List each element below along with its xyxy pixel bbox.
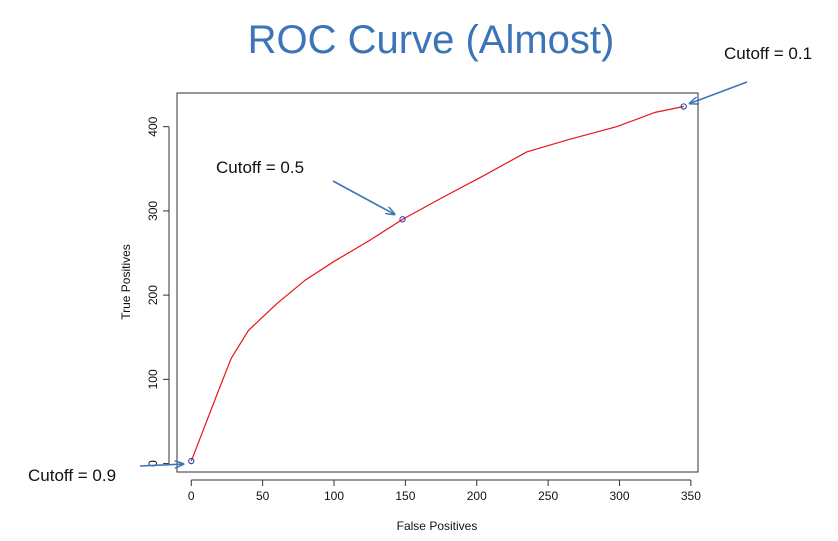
y-tick-label: 0 — [146, 460, 160, 467]
annotation-arrow-cutoff-0-9 — [139, 464, 183, 466]
x-tick-label: 50 — [256, 489, 270, 503]
x-tick-label: 100 — [324, 489, 344, 503]
annotations: Cutoff = 0.9 Cutoff = 0.5 Cutoff = 0.1 — [28, 44, 812, 485]
y-tick-label: 400 — [146, 116, 160, 136]
x-axis-label: False Positives — [397, 519, 478, 533]
annotation-cutoff-0-5: Cutoff = 0.5 — [216, 158, 304, 177]
x-tick-label: 250 — [538, 489, 558, 503]
y-tick-label: 100 — [146, 369, 160, 389]
annotation-cutoff-0-9: Cutoff = 0.9 — [28, 466, 116, 485]
cutoff-marker — [188, 457, 195, 465]
cutoff-markers — [188, 103, 687, 465]
plot-frame — [176, 92, 699, 473]
roc-series-line — [190, 105, 684, 462]
chart-title: ROC Curve (Almost) — [248, 18, 615, 62]
y-tick-label: 300 — [146, 201, 160, 221]
annotation-arrow-cutoff-0-5 — [332, 180, 395, 214]
x-axis: 0 50 100 150 200 250 300 350 — [188, 479, 701, 503]
annotation-cutoff-0-1: Cutoff = 0.1 — [724, 44, 812, 63]
x-tick-label: 150 — [395, 489, 415, 503]
x-tick-label: 0 — [188, 489, 195, 503]
x-tick-label: 300 — [609, 489, 629, 503]
x-tick-label: 200 — [467, 489, 487, 503]
y-axis-label: True Positives — [119, 244, 133, 320]
x-tick-label: 350 — [681, 489, 701, 503]
cutoff-marker — [399, 216, 406, 223]
y-tick-label: 200 — [146, 285, 160, 305]
y-axis: 0 100 200 300 400 — [146, 116, 170, 467]
annotation-arrow-cutoff-0-1 — [690, 81, 748, 103]
cutoff-marker — [680, 103, 687, 110]
